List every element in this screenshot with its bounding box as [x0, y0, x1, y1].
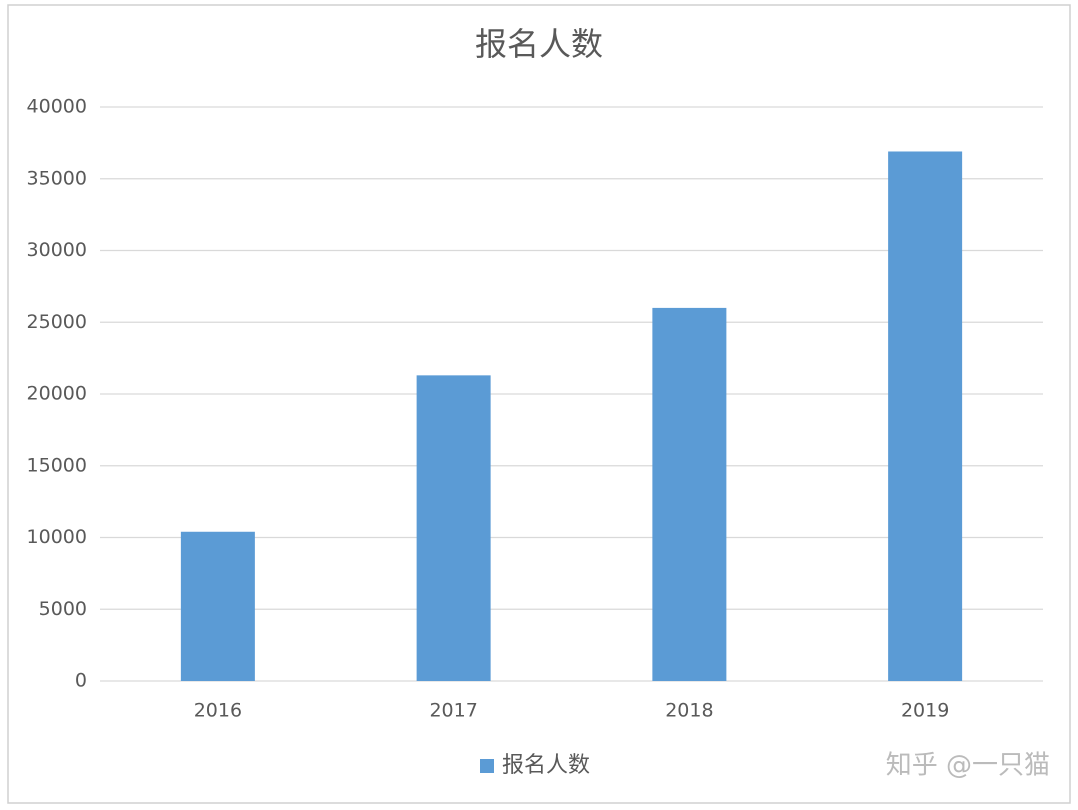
watermark: 知乎 @一只猫: [886, 751, 1050, 781]
y-tick-label: 25000: [27, 311, 87, 333]
x-tick-label: 2017: [429, 700, 477, 722]
y-tick-label: 10000: [27, 526, 87, 548]
y-tick-label: 15000: [27, 454, 87, 476]
x-tick-label: 2018: [665, 700, 713, 722]
y-tick-label: 20000: [27, 383, 87, 405]
x-tick-label: 2019: [901, 700, 949, 722]
y-tick-label: 40000: [27, 96, 87, 118]
chart-title: 报名人数: [475, 25, 603, 63]
bar: [180, 531, 255, 681]
bar: [652, 307, 727, 681]
y-tick-label: 0: [75, 670, 87, 692]
bar: [416, 375, 491, 681]
y-tick-label: 5000: [39, 598, 87, 620]
y-tick-label: 35000: [27, 167, 87, 189]
bar: [888, 151, 963, 682]
x-tick-label: 2016: [194, 700, 242, 722]
y-tick-label: 30000: [27, 239, 87, 261]
legend-swatch: [480, 759, 494, 773]
legend-label: 报名人数: [502, 753, 590, 778]
